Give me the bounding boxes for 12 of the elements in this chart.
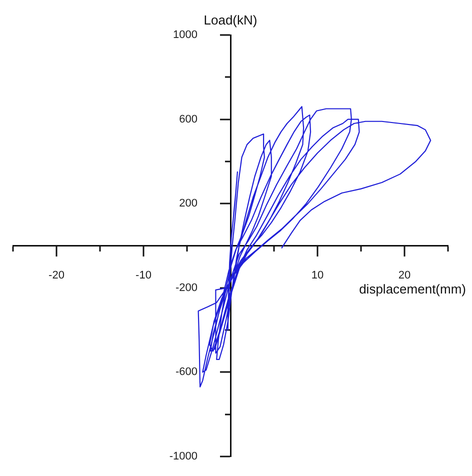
x-tick-label: -20 <box>48 269 64 282</box>
x-tick-label: 20 <box>398 269 411 282</box>
y-tick-label: -1000 <box>169 450 198 462</box>
y-tick-label: -600 <box>175 366 198 378</box>
y-axis-title: Load(kN) <box>204 12 258 28</box>
x-axis-title: displacement(mm) <box>359 281 466 296</box>
x-tick-label: -10 <box>136 269 152 282</box>
y-tick-label: 1000 <box>173 29 198 42</box>
x-tick-label: 10 <box>311 269 324 282</box>
y-tick-label: -200 <box>175 282 198 294</box>
y-tick-label: 200 <box>179 198 198 210</box>
y-tick-label: 600 <box>179 113 198 126</box>
